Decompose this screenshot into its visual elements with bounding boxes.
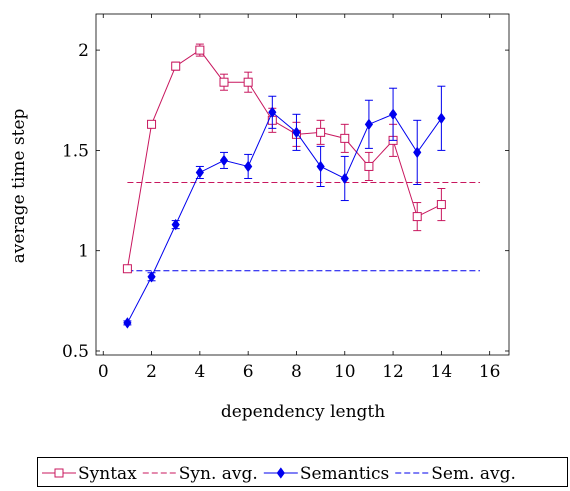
syntax-point [243,77,253,87]
x-tick-label: 2 [146,362,157,382]
legend-label: Semantics [300,464,389,484]
semantics-point [123,317,132,329]
syntax-point [147,119,157,129]
semantics-series [123,85,446,329]
semantics-point [219,154,229,167]
semantics-point [388,108,398,120]
semantics-line [126,111,442,324]
x-tick-label: 10 [334,362,356,382]
syntax-point [171,61,181,71]
semantics-point [171,218,180,231]
axes: 0 2 4 6 8 10 12 14 16 0.5 1 1.5 2 [62,13,510,382]
legend-item-syn-avg: Syn. avg. [142,464,258,484]
semantics-point [316,160,325,173]
x-tick-label: 12 [382,362,404,382]
syntax-point [436,200,446,210]
y-tick-label: 1.5 [62,141,89,161]
legend-item-sem-avg: Sem. avg. [395,464,516,484]
semantics-point [340,172,349,185]
y-tick-label: 0.5 [62,342,89,362]
legend-label: Syn. avg. [179,464,258,484]
x-tick-label: 8 [291,362,302,382]
syntax-point [340,133,350,143]
y-tick-label: 1 [78,242,89,262]
semantics-point [437,112,446,124]
plot-area [122,43,481,329]
legend-marker [54,468,64,478]
y-axis-label: average time step [9,109,29,264]
x-tick-label: 4 [194,362,205,382]
chart: 0 2 4 6 8 10 12 14 160.511.52 dependency length … [9,13,510,422]
semantics-point [195,166,204,179]
semantics-point [413,146,422,159]
syntax-point [364,161,374,171]
x-tick-label: 6 [243,362,254,382]
semantics-point [364,118,374,131]
plot-frame [95,13,510,356]
syntax-point [122,264,132,274]
syntax-point [412,212,422,222]
syntax-point [316,127,326,137]
x-tick-label: 16 [479,362,501,382]
semantics-point [292,126,301,139]
syntax-line [126,49,442,269]
semantics-point [147,271,156,283]
x-tick-label: 0 [98,362,109,382]
y-tick-label: 2 [78,41,89,61]
legend-label: Syntax [78,464,137,484]
legend-item-syntax: Syntax [42,464,137,484]
syntax-point [219,77,229,87]
legend-label: Sem. avg. [431,464,516,484]
semantics-point [268,106,277,118]
legend: Syntax Syn. avg. Semantics Sem. avg. [37,457,568,487]
x-axis-label: dependency length [221,402,385,422]
syntax-series [122,43,446,274]
x-tick-label: 14 [431,362,453,382]
legend-marker [276,467,285,479]
semantics-point [244,160,253,173]
legend-item-semantics: Semantics [263,464,389,484]
syntax-point [195,45,205,55]
